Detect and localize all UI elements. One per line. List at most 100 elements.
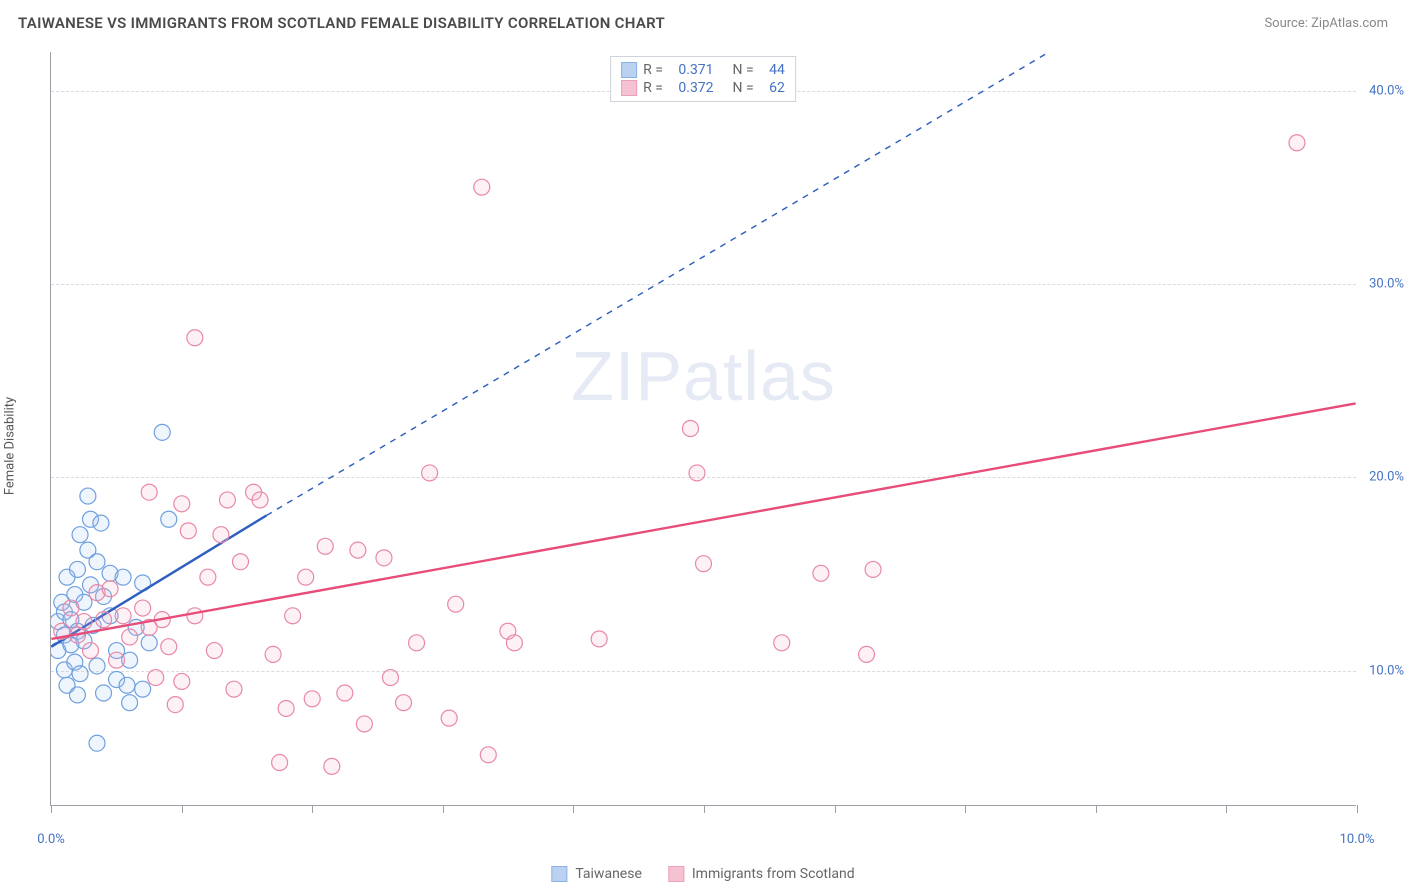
data-point bbox=[89, 658, 105, 674]
legend-item-1: Taiwanese bbox=[551, 866, 642, 882]
data-point bbox=[89, 554, 105, 570]
data-point bbox=[200, 569, 216, 585]
data-point bbox=[135, 681, 151, 697]
y-tick-label: 40.0% bbox=[1369, 83, 1404, 98]
data-point bbox=[317, 538, 333, 554]
stats-row-2: R = 0.372 N = 62 bbox=[621, 79, 785, 97]
data-point bbox=[115, 608, 131, 624]
data-point bbox=[813, 565, 829, 581]
data-point bbox=[689, 465, 705, 481]
data-point bbox=[696, 556, 712, 572]
data-point bbox=[213, 527, 229, 543]
scatter-svg bbox=[51, 52, 1356, 805]
x-tick bbox=[182, 805, 183, 813]
data-point bbox=[119, 677, 135, 693]
data-point bbox=[154, 424, 170, 440]
x-tick-label: 10.0% bbox=[1340, 832, 1375, 847]
source-attribution: Source: ZipAtlas.com bbox=[1264, 16, 1388, 31]
data-point bbox=[356, 716, 372, 732]
stats-row-1: R = 0.371 N = 44 bbox=[621, 61, 785, 79]
data-point bbox=[278, 700, 294, 716]
data-point bbox=[265, 646, 281, 662]
x-tick bbox=[704, 805, 705, 813]
series-swatch-2 bbox=[621, 80, 637, 96]
data-point bbox=[324, 758, 340, 774]
data-point bbox=[69, 687, 85, 703]
stats-legend: R = 0.371 N = 44 R = 0.372 N = 62 bbox=[610, 56, 796, 102]
x-tick bbox=[1226, 805, 1227, 813]
data-point bbox=[187, 330, 203, 346]
data-point bbox=[865, 561, 881, 577]
data-point bbox=[96, 612, 112, 628]
data-point bbox=[304, 691, 320, 707]
series-legend: Taiwanese Immigrants from Scotland bbox=[551, 866, 854, 882]
data-point bbox=[682, 421, 698, 437]
trend-line-extrapolated bbox=[267, 52, 1147, 515]
data-point bbox=[122, 629, 138, 645]
data-point bbox=[285, 608, 301, 624]
x-tick bbox=[443, 805, 444, 813]
data-point bbox=[102, 581, 118, 597]
x-tick bbox=[1357, 805, 1358, 813]
series-swatch-1 bbox=[621, 62, 637, 78]
data-point bbox=[350, 542, 366, 558]
data-point bbox=[167, 697, 183, 713]
data-point bbox=[441, 710, 457, 726]
x-tick bbox=[1096, 805, 1097, 813]
data-point bbox=[298, 569, 314, 585]
y-tick-label: 30.0% bbox=[1369, 277, 1404, 292]
data-point bbox=[72, 666, 88, 682]
data-point bbox=[93, 515, 109, 531]
data-point bbox=[141, 635, 157, 651]
legend-swatch-2 bbox=[668, 866, 684, 882]
data-point bbox=[337, 685, 353, 701]
y-tick-label: 20.0% bbox=[1369, 470, 1404, 485]
data-point bbox=[396, 695, 412, 711]
legend-item-2: Immigrants from Scotland bbox=[668, 866, 855, 882]
data-point bbox=[109, 652, 125, 668]
data-point bbox=[76, 614, 92, 630]
x-tick bbox=[835, 805, 836, 813]
data-point bbox=[232, 554, 248, 570]
data-point bbox=[89, 735, 105, 751]
data-point bbox=[226, 681, 242, 697]
data-point bbox=[206, 643, 222, 659]
data-point bbox=[180, 523, 196, 539]
data-point bbox=[135, 600, 151, 616]
data-point bbox=[187, 608, 203, 624]
data-point bbox=[409, 635, 425, 651]
x-tick bbox=[312, 805, 313, 813]
data-point bbox=[252, 492, 268, 508]
x-tick bbox=[573, 805, 574, 813]
data-point bbox=[63, 600, 79, 616]
data-point bbox=[422, 465, 438, 481]
data-point bbox=[382, 670, 398, 686]
data-point bbox=[148, 670, 164, 686]
data-point bbox=[96, 685, 112, 701]
data-point bbox=[448, 596, 464, 612]
x-tick-label: 0.0% bbox=[37, 832, 65, 847]
data-point bbox=[506, 635, 522, 651]
data-point bbox=[80, 488, 96, 504]
data-point bbox=[219, 492, 235, 508]
chart-plot-area: 10.0%20.0%30.0%40.0% ZIPatlas 0.0%10.0% bbox=[50, 52, 1356, 806]
data-point bbox=[480, 747, 496, 763]
data-point bbox=[174, 496, 190, 512]
data-point bbox=[591, 631, 607, 647]
data-point bbox=[161, 511, 177, 527]
data-point bbox=[774, 635, 790, 651]
data-point bbox=[141, 484, 157, 500]
data-point bbox=[122, 695, 138, 711]
data-point bbox=[161, 639, 177, 655]
data-point bbox=[376, 550, 392, 566]
data-point bbox=[1289, 135, 1305, 151]
data-point bbox=[115, 569, 131, 585]
data-point bbox=[72, 527, 88, 543]
legend-swatch-1 bbox=[551, 866, 567, 882]
x-tick bbox=[51, 805, 52, 813]
data-point bbox=[69, 561, 85, 577]
y-tick-label: 10.0% bbox=[1369, 663, 1404, 678]
data-point bbox=[83, 643, 99, 659]
y-axis-label: Female Disability bbox=[3, 397, 18, 495]
data-point bbox=[859, 646, 875, 662]
